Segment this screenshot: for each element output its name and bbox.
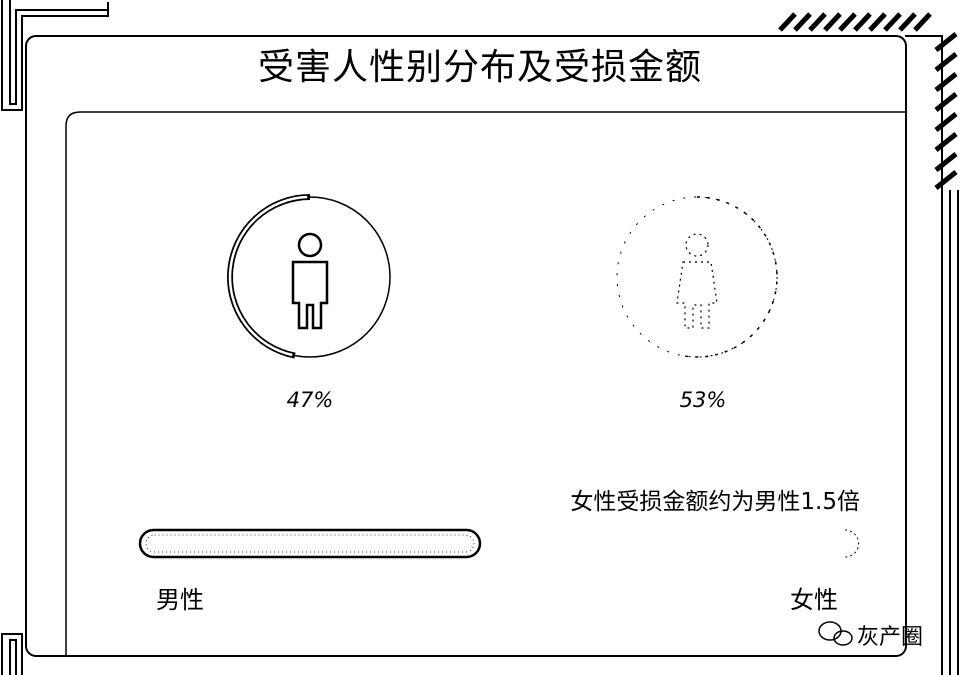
male-loss-bar — [138, 528, 482, 559]
chart-title: 受害人性别分布及受损金额 — [257, 47, 702, 88]
male-donut-chart — [227, 194, 391, 359]
watermark: 灰产圈 — [812, 616, 942, 652]
female-person-icon — [676, 233, 718, 329]
wechat-icon — [818, 621, 853, 646]
male-category-label: 男性 — [156, 586, 204, 614]
male-percentage-label: 47% — [286, 388, 334, 412]
male-donut-arc-inner — [228, 195, 308, 357]
female-percentage-label: 53% — [679, 388, 727, 412]
female-loss-bar — [845, 529, 860, 558]
watermark-text: 灰产圈 — [857, 625, 924, 650]
inner-panel — [65, 111, 905, 655]
female-donut-chart — [616, 196, 778, 358]
female-category-label: 女性 — [790, 586, 838, 614]
female-donut-track — [616, 196, 778, 358]
right-side-rail-decoration — [905, 35, 959, 675]
female-donut-arc — [681, 196, 778, 358]
outer-panel — [25, 35, 907, 657]
loss-ratio-note: 女性受损金额约为男性1.5倍 — [570, 489, 860, 515]
male-loss-bar-inner — [145, 534, 475, 553]
bottom-left-corner-decoration — [1, 633, 23, 675]
loss-comparison-bars — [138, 528, 860, 559]
male-person-icon — [291, 232, 329, 330]
top-left-corner-decoration — [1, 0, 109, 111]
top-right-stripe-decoration — [778, 12, 958, 190]
